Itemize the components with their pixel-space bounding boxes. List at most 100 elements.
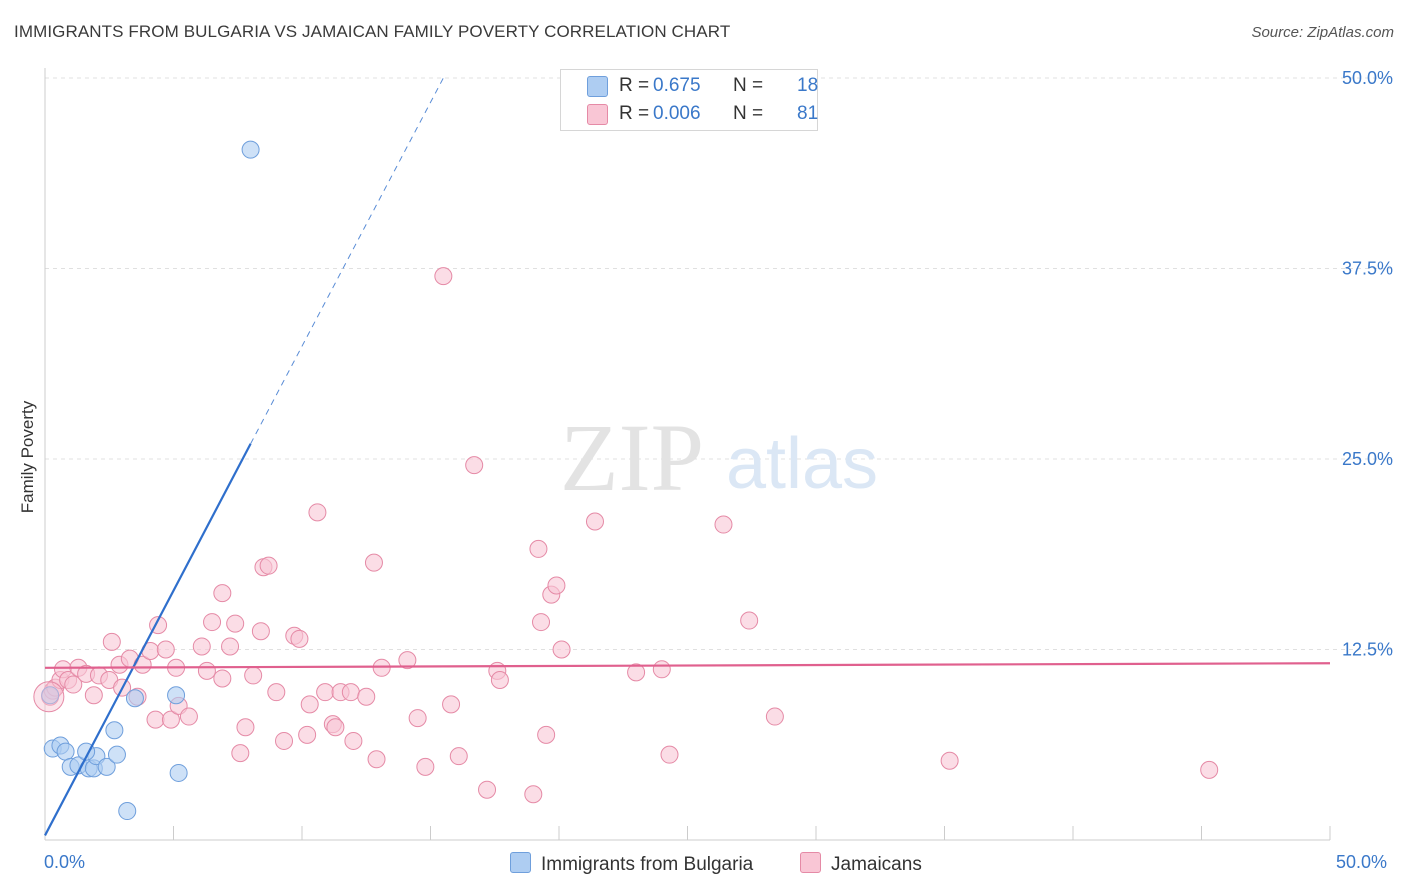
jamaicans-trend-line [44, 662, 1331, 669]
jamaicans-point [316, 683, 335, 702]
jamaicans-point [179, 707, 198, 726]
jamaicans-point [192, 637, 211, 656]
jamaicans-point [449, 747, 468, 766]
legend-n-label: N = [733, 75, 764, 96]
points [33, 140, 1219, 821]
jamaicans-point [308, 503, 327, 522]
bulgaria-point [125, 689, 144, 708]
bulgaria-point [241, 140, 260, 159]
jamaicans-point [442, 695, 461, 714]
jamaicans-point [357, 687, 376, 706]
jamaicans-point [290, 629, 309, 648]
jamaicans-point [434, 267, 453, 286]
jamaicans-point [1200, 760, 1219, 779]
jamaicans-point [660, 745, 679, 764]
jamaicans-point [33, 681, 65, 713]
jamaicans-point [740, 611, 759, 630]
jamaicans-point [364, 553, 383, 572]
correlation-legend: R = 0.675 N = 18 R = 0.006 N = 81 [560, 69, 818, 131]
watermark-atlas: atlas [726, 424, 878, 504]
jamaicans-point [547, 576, 566, 595]
jamaicans-point [367, 750, 386, 769]
jamaicans-point [275, 731, 294, 750]
bottom-legend-label-jamaicans: Jamaicans [831, 854, 922, 875]
x-tick-label-max: 50.0% [1336, 852, 1388, 872]
chart-title: IMMIGRANTS FROM BULGARIA VS JAMAICAN FAM… [14, 22, 731, 41]
jamaicans-point [203, 613, 222, 632]
jamaicans-point [221, 637, 240, 656]
jamaicans-point [213, 669, 232, 688]
jamaicans-point [490, 670, 509, 689]
jamaicans-point [251, 622, 270, 641]
jamaicans-point [465, 456, 484, 475]
jamaicans-point [156, 640, 175, 659]
y-tick-label: 12.5% [1342, 640, 1393, 660]
jamaicans-point [524, 785, 543, 804]
jamaicans-point [161, 710, 180, 729]
y-tick-label: 50.0% [1342, 68, 1393, 88]
bulgaria-point [41, 686, 60, 705]
bulgaria-point [97, 757, 116, 776]
jamaicans-point [267, 683, 286, 702]
jamaicans-point [537, 725, 556, 744]
y-axis-label: Family Poverty [18, 400, 37, 514]
jamaicans-point [416, 757, 435, 776]
jamaicans-point [84, 686, 103, 705]
bottom-legend-jamaicans: Jamaicans [800, 852, 922, 876]
bottom-legend-label-bulgaria: Immigrants from Bulgaria [541, 854, 754, 875]
jamaicans-point [300, 695, 319, 714]
bulgaria-trend-extension [250, 77, 444, 444]
watermark: ZIP atlas [560, 404, 878, 511]
jamaicans-point [478, 780, 497, 799]
jamaicans-point [298, 725, 317, 744]
jamaicans-point [372, 658, 391, 677]
y-tick-label: 25.0% [1342, 449, 1393, 469]
legend-n-value: 18 [797, 75, 819, 96]
jamaicans-point [236, 718, 255, 737]
jamaicans-point [213, 584, 232, 603]
jamaicans-point [341, 683, 360, 702]
legend-n-value: 81 [797, 103, 819, 124]
bulgaria-point [107, 745, 126, 764]
jamaicans-point [226, 614, 245, 633]
jamaicans-point [585, 512, 604, 531]
jamaicans-point [714, 515, 733, 534]
legend-swatch-jamaicans [587, 104, 608, 125]
jamaicans-point [652, 660, 671, 679]
bottom-legend-swatch-bulgaria [510, 852, 531, 873]
jamaicans-point [326, 718, 345, 737]
jamaicans-point [532, 613, 551, 632]
jamaicans-point [344, 731, 363, 750]
source-label: Source: ZipAtlas.com [1251, 24, 1394, 41]
jamaicans-point [765, 707, 784, 726]
jamaicans-point [64, 675, 83, 694]
bottom-legend-bulgaria: Immigrants from Bulgaria [510, 852, 753, 876]
y-tick-label: 37.5% [1342, 259, 1393, 279]
legend-r-value: 0.006 [653, 103, 701, 124]
jamaicans-point [940, 751, 959, 770]
watermark-zip: ZIP [560, 404, 704, 511]
jamaicans-point [552, 640, 571, 659]
bulgaria-point [105, 721, 124, 740]
legend-swatch-bulgaria [587, 76, 608, 97]
x-tick-label-min: 0.0% [44, 852, 86, 872]
legend-r-label: R = [619, 103, 650, 124]
jamaicans-point [529, 539, 548, 558]
bulgaria-point [167, 686, 186, 705]
trend-lines [44, 77, 1331, 836]
legend-r-value: 0.675 [653, 75, 701, 96]
bulgaria-trend-line [44, 443, 252, 836]
bulgaria-point [56, 742, 75, 761]
jamaicans-point [146, 710, 165, 729]
jamaicans-point [259, 556, 278, 575]
jamaicans-point [231, 744, 250, 763]
jamaicans-point [398, 651, 417, 670]
jamaicans-point [102, 632, 121, 651]
legend-n-label: N = [733, 103, 764, 124]
jamaicans-point [197, 661, 216, 680]
bulgaria-point [169, 763, 188, 782]
bulgaria-point [118, 802, 137, 821]
jamaicans-point [244, 666, 263, 685]
jamaicans-point [627, 663, 646, 682]
